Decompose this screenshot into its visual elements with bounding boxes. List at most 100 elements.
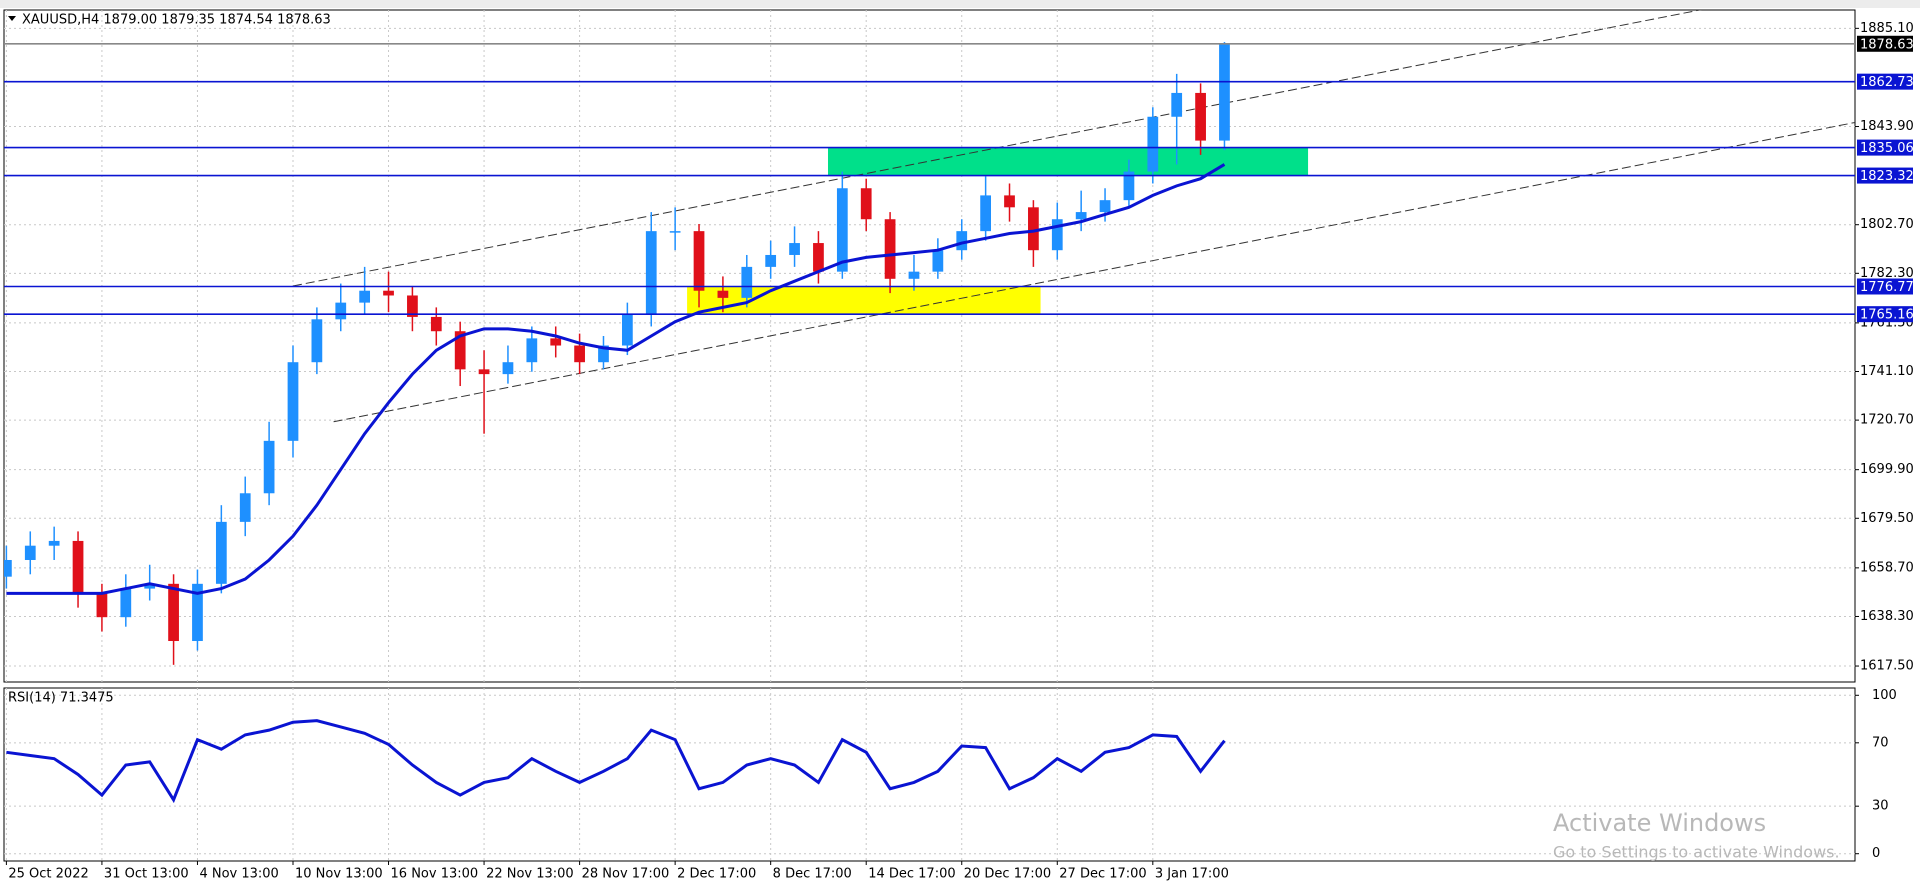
candle-body: [311, 319, 323, 363]
candle-body: [860, 188, 872, 220]
level-label: 1878.63: [1860, 37, 1914, 52]
candle-body: [335, 302, 347, 320]
candle-body: [574, 345, 585, 363]
level-label: 1765.16: [1860, 308, 1914, 323]
y-tick-label: 1679.50: [1860, 511, 1914, 526]
x-tick-label: 25 Oct 2022: [8, 867, 88, 882]
x-tick-label: 8 Dec 17:00: [773, 867, 852, 882]
candle-body: [72, 540, 84, 594]
candle-body: [621, 314, 633, 346]
candle-body: [932, 250, 944, 272]
candle-body: [287, 362, 299, 441]
candle-body: [813, 243, 824, 272]
level-label: 1823.32: [1860, 169, 1914, 184]
rsi-plot: [4, 688, 1855, 861]
y-tick-label: 70: [1872, 735, 1889, 750]
chart-title: XAUUSD,H4 1879.00 1879.35 1874.54 1878.6…: [22, 13, 331, 28]
candle-body: [908, 271, 920, 279]
candle-body: [120, 588, 132, 618]
level-label-box: [1857, 139, 1913, 156]
candle-body: [1099, 200, 1111, 213]
x-tick-label: 4 Nov 13:00: [199, 867, 278, 882]
y-tick-label: 1843.90: [1860, 119, 1914, 134]
candle-body: [478, 369, 490, 375]
y-tick-label: 1720.70: [1860, 413, 1914, 428]
candle-body: [836, 188, 848, 272]
y-tick-label: 1658.70: [1860, 560, 1914, 575]
candle-body: [1195, 92, 1206, 141]
candle-body: [645, 231, 657, 315]
trendline: [333, 121, 1855, 423]
menu-arrow: [8, 16, 16, 21]
candle-body: [1004, 195, 1015, 208]
level-label: 1776.77: [1860, 280, 1914, 295]
watermark-subtitle: Go to Settings to activate Windows.: [1553, 843, 1840, 862]
axes: 25 Oct 2022 31 Oct 13:00 4 Nov 13:00 10 Nov…: [5, 21, 1914, 882]
zone: [827, 147, 1309, 176]
candle-body: [215, 521, 227, 584]
y-tick-label: 100: [1872, 688, 1897, 703]
x-tick-label: 20 Dec 17:00: [964, 867, 1051, 882]
x-tick-label: 27 Dec 17:00: [1059, 867, 1146, 882]
main-plot: [4, 10, 1855, 682]
candle-body: [1171, 92, 1183, 117]
candle-body: [407, 295, 418, 317]
y-tick-label: 1741.10: [1860, 364, 1914, 379]
candle-body: [1123, 171, 1135, 201]
candle-body: [765, 254, 777, 267]
y-tick-label: 1617.50: [1860, 659, 1914, 674]
candle-body: [430, 316, 442, 332]
y-tick-label: 1802.70: [1860, 217, 1914, 232]
candle-body: [1147, 116, 1159, 172]
candle-body: [526, 338, 538, 363]
candle-body: [263, 440, 275, 494]
x-tick-label: 3 Jan 17:00: [1155, 867, 1229, 882]
candle-body: [956, 231, 968, 251]
candle-body: [717, 290, 729, 298]
candle-body: [1028, 207, 1039, 251]
candle-body: [454, 331, 466, 370]
rsi-title: RSI(14) 71.3475: [8, 691, 114, 706]
level-label-box: [1857, 35, 1913, 52]
tab-strip: [0, 0, 1920, 8]
candle-body: [693, 231, 705, 291]
candle-body: [598, 345, 609, 363]
candle-body: [980, 195, 992, 232]
candle-body: [789, 243, 800, 255]
candle-body: [383, 290, 394, 296]
x-tick-label: 2 Dec 17:00: [677, 867, 756, 882]
candle-body: [24, 545, 36, 560]
rsi-panel: [3, 687, 1856, 862]
moving-average: [6, 163, 1226, 595]
candle-body: [741, 266, 753, 298]
x-tick-label: 31 Oct 13:00: [104, 867, 189, 882]
main-panel: [3, 9, 1856, 683]
y-tick-label: 1782.30: [1860, 266, 1914, 281]
candle-body: [1219, 43, 1230, 141]
candle-body: [884, 219, 896, 279]
x-tick-label: 16 Nov 13:00: [391, 867, 479, 882]
candle-body: [48, 540, 60, 546]
level-label-box: [1857, 167, 1913, 184]
candle-body: [550, 338, 562, 346]
x-tick-label: 14 Dec 17:00: [868, 867, 955, 882]
level-label-box: [1857, 306, 1913, 323]
x-tick-label: 10 Nov 13:00: [295, 867, 383, 882]
y-tick-label: 30: [1872, 799, 1889, 814]
candle-body: [359, 290, 371, 303]
x-tick-label: 28 Nov 17:00: [582, 867, 670, 882]
candle-body: [144, 583, 156, 589]
y-tick-label: 1699.90: [1860, 462, 1914, 477]
zone: [687, 286, 1041, 315]
watermark-title: Activate Windows: [1553, 809, 1766, 837]
candle-body: [1051, 219, 1063, 251]
y-tick-label: 1638.30: [1860, 609, 1914, 624]
x-tick-label: 22 Nov 13:00: [486, 867, 574, 882]
candle-body: [239, 493, 251, 522]
level-label-box: [1857, 73, 1913, 90]
candle-body: [96, 593, 108, 618]
y-tick-label: 0: [1872, 846, 1880, 861]
candle-body: [192, 583, 203, 642]
